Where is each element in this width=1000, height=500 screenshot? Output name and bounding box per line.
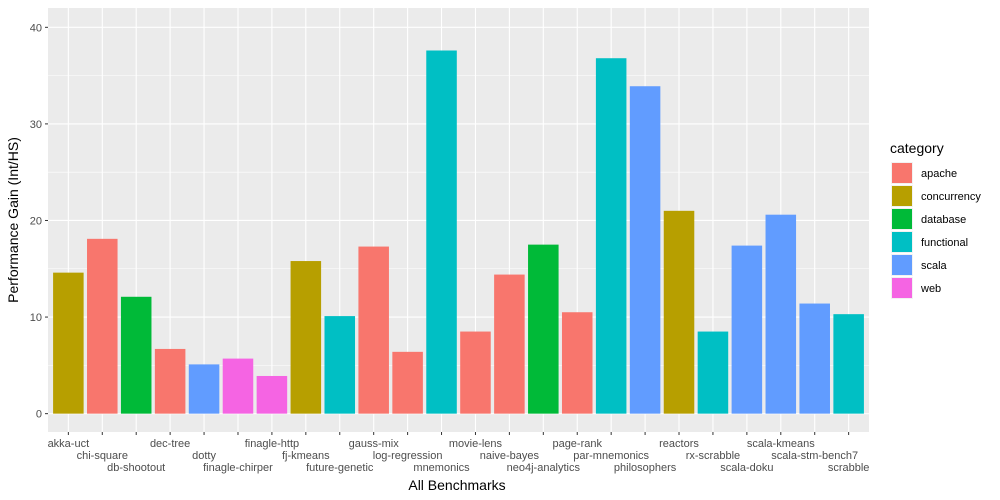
- x-tick-label: scala-stm-bench7: [771, 450, 858, 462]
- x-tick-label: philosophers: [614, 462, 677, 474]
- bar-reactors: [663, 210, 695, 414]
- bar-philosophers: [629, 86, 661, 414]
- legend-swatch-apache: [892, 163, 912, 183]
- bar-page-rank: [561, 312, 593, 414]
- x-tick-label: scala-kmeans: [747, 438, 815, 450]
- legend-label-functional: functional: [921, 237, 968, 249]
- x-tick-label: dotty: [192, 450, 216, 462]
- x-tick-label: mnemonics: [413, 462, 470, 474]
- x-tick-label: rx-scrabble: [686, 450, 740, 462]
- legend-swatch-scala: [892, 255, 912, 275]
- x-tick-label: naive-bayes: [480, 450, 540, 462]
- bar-scala-stm-bench7: [799, 303, 830, 414]
- bar-neo4j-analytics: [528, 244, 559, 414]
- bar-akka-uct: [53, 272, 84, 414]
- x-tick-label: gauss-mix: [349, 438, 400, 450]
- legend-swatch-concurrency: [892, 186, 912, 206]
- x-tick-label: scala-doku: [720, 462, 773, 474]
- bar-movie-lens: [460, 331, 491, 414]
- bar-chi-square: [87, 238, 118, 414]
- x-tick-label: chi-square: [77, 450, 128, 462]
- legend-label-apache: apache: [921, 168, 957, 180]
- bar-rx-scrabble: [697, 331, 729, 414]
- x-tick-label: reactors: [659, 438, 699, 450]
- bar-db-shootout: [120, 296, 152, 414]
- bar-fj-kmeans: [290, 261, 322, 414]
- y-axis-title: Performance Gain (Int/HS): [5, 137, 21, 303]
- x-tick-label: movie-lens: [449, 438, 503, 450]
- legend: category apache concurrency database functi…: [890, 140, 981, 299]
- x-tick-label: par-mnemonics: [573, 450, 649, 462]
- legend-title: category: [890, 140, 944, 156]
- legend-label-scala: scala: [921, 260, 948, 272]
- y-tick-label: 30: [30, 119, 42, 131]
- x-tick-label: neo4j-analytics: [507, 462, 581, 474]
- bar-dec-tree: [154, 348, 186, 414]
- x-tick-label: scrabble: [828, 462, 870, 474]
- bars: [53, 50, 864, 414]
- x-tick-label: finagle-chirper: [203, 462, 273, 474]
- bar-finagle-chirper: [222, 358, 254, 414]
- legend-swatch-web: [892, 278, 912, 298]
- bar-finagle-http: [256, 375, 288, 414]
- x-tick-label: finagle-http: [245, 438, 299, 450]
- x-tick-label: page-rank: [552, 438, 602, 450]
- legend-label-database: database: [921, 214, 966, 226]
- bar-par-mnemonics: [595, 58, 627, 414]
- bar-mnemonics: [426, 50, 457, 414]
- bar-scala-kmeans: [765, 214, 797, 414]
- legend-label-web: web: [920, 283, 941, 295]
- y-tick-label: 10: [30, 312, 42, 324]
- x-tick-label: db-shootout: [107, 462, 165, 474]
- legend-label-concurrency: concurrency: [921, 191, 981, 203]
- bar-log-regression: [392, 351, 423, 414]
- y-tick-label: 40: [30, 22, 42, 34]
- legend-swatch-functional: [892, 232, 912, 252]
- x-tick-label: dec-tree: [150, 438, 190, 450]
- x-tick-label: future-genetic: [306, 462, 374, 474]
- x-tick-label: akka-uct: [48, 438, 90, 450]
- x-tick-label: fj-kmeans: [282, 450, 330, 462]
- x-axis-title: All Benchmarks: [408, 477, 505, 493]
- bar-gauss-mix: [358, 246, 389, 414]
- x-tick-label: log-regression: [373, 450, 443, 462]
- bar-dotty: [188, 364, 220, 414]
- bar-scala-doku: [731, 245, 763, 414]
- y-tick-label: 0: [36, 409, 42, 421]
- legend-swatch-database: [892, 209, 912, 229]
- bar-naive-bayes: [494, 274, 525, 414]
- bar-future-genetic: [324, 316, 356, 414]
- y-tick-label: 20: [30, 215, 42, 227]
- bar-scrabble: [833, 314, 864, 414]
